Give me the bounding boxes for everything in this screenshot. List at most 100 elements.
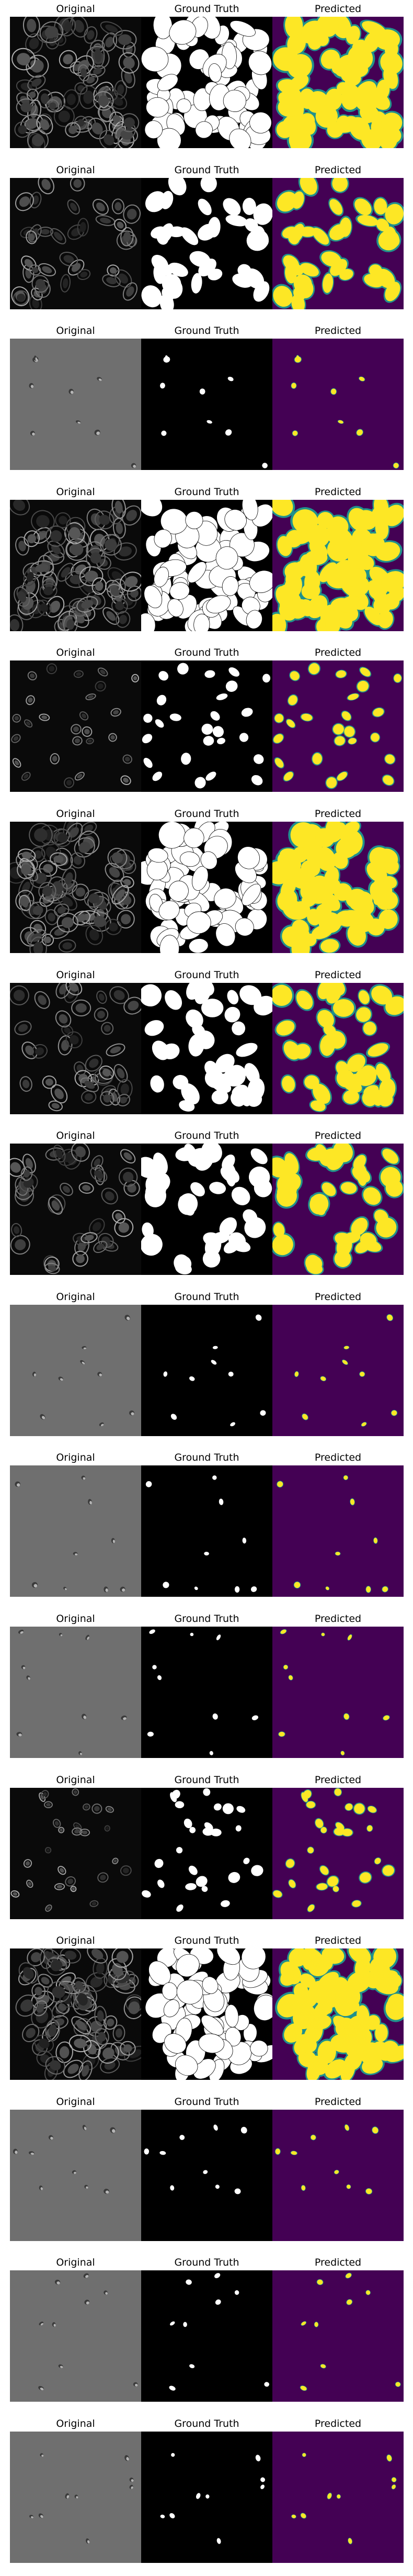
ground-truth-title: Ground Truth xyxy=(174,2096,239,2108)
sample-row: Original Ground Truth Predicted xyxy=(0,1288,413,1449)
original-title: Original xyxy=(56,2257,95,2269)
predicted-title: Predicted xyxy=(314,2096,362,2108)
ground-truth-title: Ground Truth xyxy=(174,486,239,498)
original-image xyxy=(10,2109,141,2241)
predicted-title: Predicted xyxy=(314,325,362,337)
original-title: Original xyxy=(56,969,95,981)
original-image xyxy=(10,2432,141,2563)
predicted-image xyxy=(272,499,404,631)
original-image xyxy=(10,822,141,953)
predicted-image xyxy=(272,1465,404,1597)
predicted-image xyxy=(272,339,404,471)
predicted-image xyxy=(272,822,404,953)
original-image xyxy=(10,1144,141,1275)
ground-truth-title: Ground Truth xyxy=(174,808,239,820)
original-image xyxy=(10,1465,141,1597)
original-image xyxy=(10,177,141,309)
ground-truth-image xyxy=(141,1627,272,1758)
predicted-title: Predicted xyxy=(314,1130,362,1142)
original-title: Original xyxy=(56,2418,95,2429)
predicted-title: Predicted xyxy=(314,969,362,981)
original-image xyxy=(10,1304,141,1436)
ground-truth-image xyxy=(141,982,272,1114)
ground-truth-image xyxy=(141,822,272,953)
sample-row: Original Ground Truth Predicted xyxy=(0,2093,413,2254)
predicted-title: Predicted xyxy=(314,1452,362,1464)
predicted-image xyxy=(272,2432,404,2563)
ground-truth-image xyxy=(141,339,272,471)
ground-truth-title: Ground Truth xyxy=(174,164,239,176)
ground-truth-image xyxy=(141,177,272,309)
original-image xyxy=(10,660,141,792)
predicted-title: Predicted xyxy=(314,1935,362,1947)
original-title: Original xyxy=(56,647,95,659)
original-title: Original xyxy=(56,1774,95,1786)
ground-truth-title: Ground Truth xyxy=(174,2418,239,2429)
original-image xyxy=(10,1627,141,1758)
original-title: Original xyxy=(56,1935,95,1947)
original-title: Original xyxy=(56,1130,95,1142)
original-title: Original xyxy=(56,3,95,15)
ground-truth-image xyxy=(141,1465,272,1597)
predicted-title: Predicted xyxy=(314,486,362,498)
ground-truth-image xyxy=(141,2432,272,2563)
original-title: Original xyxy=(56,808,95,820)
predicted-title: Predicted xyxy=(314,2257,362,2269)
original-title: Original xyxy=(56,164,95,176)
ground-truth-image xyxy=(141,17,272,148)
ground-truth-title: Ground Truth xyxy=(174,969,239,981)
sample-row: Original Ground Truth Predicted xyxy=(0,805,413,966)
original-image xyxy=(10,2270,141,2402)
predicted-title: Predicted xyxy=(314,1613,362,1625)
original-title: Original xyxy=(56,325,95,337)
predicted-title: Predicted xyxy=(314,1291,362,1303)
predicted-image xyxy=(272,1948,404,2080)
ground-truth-image xyxy=(141,499,272,631)
ground-truth-title: Ground Truth xyxy=(174,1774,239,1786)
ground-truth-title: Ground Truth xyxy=(174,3,239,15)
predicted-image xyxy=(272,660,404,792)
predicted-image xyxy=(272,1627,404,1758)
predicted-image xyxy=(272,1304,404,1436)
ground-truth-title: Ground Truth xyxy=(174,647,239,659)
ground-truth-image xyxy=(141,1787,272,1919)
ground-truth-title: Ground Truth xyxy=(174,1452,239,1464)
original-image xyxy=(10,1948,141,2080)
predicted-title: Predicted xyxy=(314,164,362,176)
ground-truth-title: Ground Truth xyxy=(174,1291,239,1303)
sample-row: Original Ground Truth Predicted xyxy=(0,1127,413,1288)
original-title: Original xyxy=(56,2096,95,2108)
original-image xyxy=(10,982,141,1114)
predicted-image xyxy=(272,17,404,148)
ground-truth-image xyxy=(141,2270,272,2402)
original-image xyxy=(10,499,141,631)
sample-row: Original Ground Truth Predicted xyxy=(0,2415,413,2576)
ground-truth-image xyxy=(141,660,272,792)
ground-truth-image xyxy=(141,1304,272,1436)
predicted-title: Predicted xyxy=(314,2418,362,2429)
sample-row: Original Ground Truth Predicted xyxy=(0,1610,413,1771)
original-image xyxy=(10,1787,141,1919)
original-image xyxy=(10,339,141,471)
predicted-title: Predicted xyxy=(314,3,362,15)
predicted-title: Predicted xyxy=(314,808,362,820)
ground-truth-image xyxy=(141,1144,272,1275)
predicted-image xyxy=(272,2109,404,2241)
ground-truth-image xyxy=(141,1948,272,2080)
sample-row: Original Ground Truth Predicted xyxy=(0,966,413,1127)
predicted-title: Predicted xyxy=(314,647,362,659)
predicted-image xyxy=(272,177,404,309)
ground-truth-title: Ground Truth xyxy=(174,325,239,337)
sample-row: Original Ground Truth Predicted xyxy=(0,1932,413,2093)
ground-truth-title: Ground Truth xyxy=(174,1935,239,1947)
sample-row: Original Ground Truth Predicted xyxy=(0,161,413,322)
predicted-image xyxy=(272,1787,404,1919)
sample-row: Original Ground Truth Predicted xyxy=(0,644,413,805)
sample-row: Original Ground Truth Predicted xyxy=(0,1449,413,1610)
original-title: Original xyxy=(56,1613,95,1625)
original-title: Original xyxy=(56,1452,95,1464)
predicted-image xyxy=(272,982,404,1114)
sample-row: Original Ground Truth Predicted xyxy=(0,1771,413,1932)
predicted-title: Predicted xyxy=(314,1774,362,1786)
sample-row: Original Ground Truth Predicted xyxy=(0,322,413,483)
